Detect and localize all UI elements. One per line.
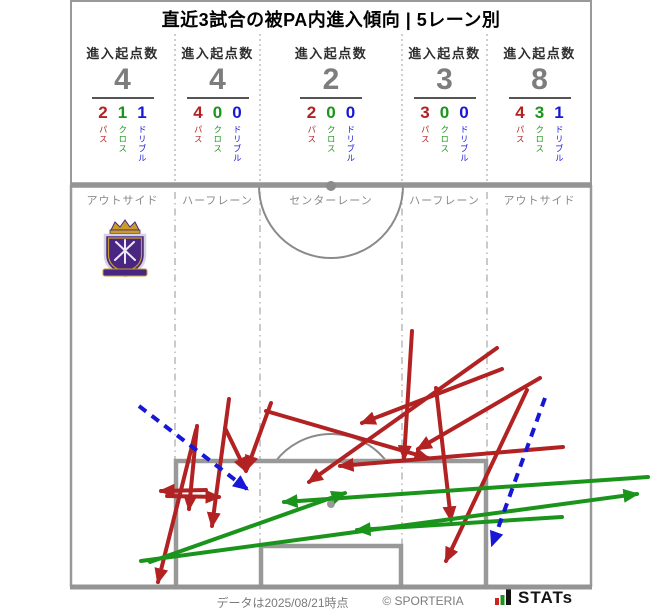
entry-arrow-クロス [139, 488, 640, 563]
lane-column-half-right: 進入起点数 3 3 パス 0 クロス 0 ドリブル [402, 34, 487, 184]
entry-arrow-クロス [148, 490, 348, 564]
entry-arrow-パス [415, 376, 542, 451]
lane-column-outside-left: 進入起点数 4 2 パス 1 クロス 1 ドリブル [70, 34, 175, 184]
pass-label: パス [515, 124, 526, 144]
dribble-count: 0 [345, 103, 356, 122]
lane-column-half-left: 進入起点数 4 4 パス 0 クロス 0 ドリブル [175, 34, 260, 184]
dribble-count: 1 [137, 103, 147, 122]
entry-arrow-ドリブル [137, 404, 249, 491]
lane-label-half-left: ハーフレーン [182, 195, 253, 207]
entry-arrow-パス [444, 388, 529, 564]
center-spot [326, 181, 336, 191]
data-date-note: データは2025/08/21時点 [216, 596, 349, 610]
dribble-count: 0 [459, 103, 469, 122]
pass-count: 4 [193, 103, 203, 122]
lane-column-outside-right: 進入起点数 8 4 パス 3 クロス 1 ドリブル [487, 34, 592, 184]
pass-count: 2 [306, 103, 317, 122]
lane-label-outside-left: アウトサイド [86, 195, 159, 207]
stat-label: 進入起点数 [86, 46, 159, 61]
pass-label: パス [98, 124, 109, 144]
stat-breakdown: 4 パス 3 クロス 1 ドリブル [487, 103, 592, 163]
stat-total: 4 [114, 63, 131, 96]
lane-column-center: 進入起点数 2 2 パス 0 クロス 0 ドリブル [260, 34, 402, 184]
pass-label: パス [193, 124, 204, 144]
stat-rule [300, 97, 362, 99]
stat-label: 進入起点数 [294, 46, 368, 61]
entry-arrow-パス [434, 386, 457, 523]
lane-label-center: センターレーン [289, 195, 373, 207]
dribble-count: 1 [554, 103, 564, 122]
cross-label: クロス [534, 124, 545, 154]
dribble-label: ドリブル [232, 124, 243, 163]
stat-breakdown: 4 パス 0 クロス 0 ドリブル [175, 103, 260, 163]
pass-label: パス [306, 124, 317, 144]
copyright-text: © SPORTERIA [382, 594, 464, 608]
stat-rule [91, 97, 154, 99]
cross-label: クロス [117, 124, 128, 154]
cross-count: 0 [439, 103, 450, 122]
stats-bars-icon [495, 589, 511, 605]
lane-label-outside-right: アウトサイド [503, 195, 576, 207]
entry-arrow-パス [245, 401, 273, 472]
stat-breakdown: 2 パス 0 クロス 0 ドリブル [260, 103, 402, 163]
stat-total: 3 [436, 63, 453, 96]
stat-rule [186, 97, 249, 99]
dribble-label: ドリブル [137, 124, 148, 163]
stats-brand: STATs [494, 589, 573, 606]
stats-brand-text: STATs [518, 588, 574, 607]
entry-arrow-パス [397, 329, 414, 462]
stat-total: 4 [209, 63, 226, 96]
pass-label: パス [420, 124, 431, 144]
cross-label: クロス [212, 124, 223, 154]
cross-count: 0 [326, 103, 336, 122]
penalty-spot [327, 500, 335, 508]
stat-breakdown: 2 パス 1 クロス 1 ドリブル [70, 103, 175, 163]
stat-rule [508, 97, 571, 99]
club-crest-icon [102, 219, 148, 278]
entry-arrows-layer [137, 329, 650, 585]
entry-arrow-パス [206, 397, 231, 529]
cross-label: クロス [326, 124, 337, 154]
stat-rule [413, 97, 476, 99]
cross-label: クロス [439, 124, 450, 154]
page-title: 直近3試合の被PA内進入傾向 | 5レーン別 [161, 10, 501, 30]
center-circle [258, 185, 404, 259]
entry-arrow-パス [158, 483, 208, 498]
stat-total: 8 [531, 63, 548, 96]
entry-arrow-パス [223, 426, 248, 474]
entry-arrow-ドリブル [490, 397, 547, 548]
pass-count: 4 [515, 103, 525, 122]
dribble-label: ドリブル [345, 124, 356, 163]
stat-total: 2 [322, 63, 340, 96]
entry-arrow-パス [359, 367, 504, 425]
stat-breakdown: 3 パス 0 クロス 0 ドリブル [402, 103, 487, 163]
stat-label: 進入起点数 [181, 46, 254, 61]
dribble-label: ドリブル [459, 124, 470, 163]
cross-count: 0 [212, 103, 223, 122]
penalty-arc [275, 433, 387, 462]
entry-arrow-パス [165, 489, 222, 504]
lane-label-half-right: ハーフレーン [409, 195, 480, 207]
pass-count: 3 [420, 103, 430, 122]
dribble-label: ドリブル [554, 124, 565, 163]
cross-count: 1 [117, 103, 128, 122]
stat-label: 進入起点数 [408, 46, 481, 61]
dribble-count: 0 [232, 103, 242, 122]
stat-label: 進入起点数 [503, 46, 576, 61]
goal-area [258, 543, 404, 590]
entry-arrow-パス [264, 409, 431, 461]
cross-count: 3 [534, 103, 545, 122]
pass-count: 2 [98, 103, 108, 122]
